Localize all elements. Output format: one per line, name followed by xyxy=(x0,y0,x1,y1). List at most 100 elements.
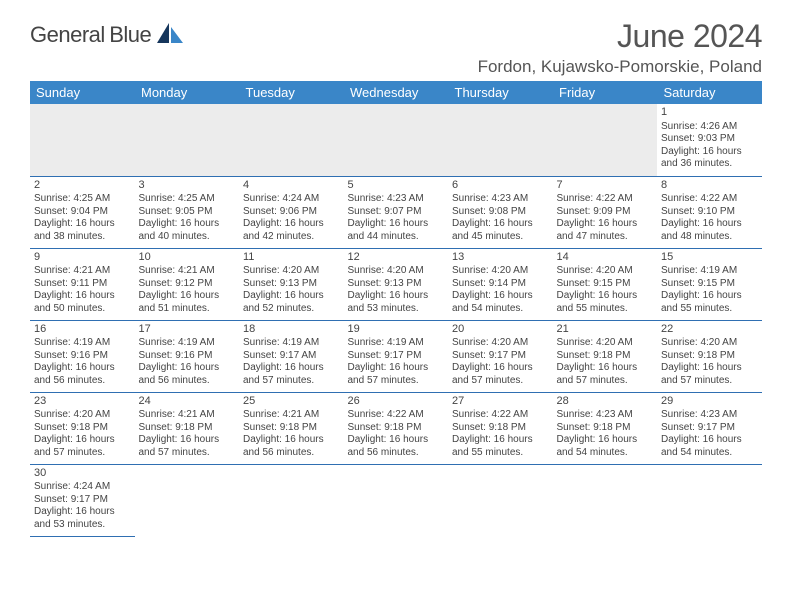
daylight-text: Daylight: 16 hours and 56 minutes. xyxy=(139,362,236,387)
day-number: 11 xyxy=(243,251,340,265)
sunset-text: Sunset: 9:13 PM xyxy=(243,278,340,291)
sunset-text: Sunset: 9:17 PM xyxy=(452,350,549,363)
daylight-text: Daylight: 16 hours and 42 minutes. xyxy=(243,218,340,243)
sunrise-text: Sunrise: 4:24 AM xyxy=(243,193,340,206)
calendar-cell: 11Sunrise: 4:20 AMSunset: 9:13 PMDayligh… xyxy=(239,248,344,320)
daylight-text: Daylight: 16 hours and 55 minutes. xyxy=(452,434,549,459)
day-number: 8 xyxy=(661,179,758,193)
daylight-text: Daylight: 16 hours and 57 minutes. xyxy=(661,362,758,387)
day-number: 4 xyxy=(243,179,340,193)
day-number: 14 xyxy=(557,251,654,265)
sunset-text: Sunset: 9:05 PM xyxy=(139,206,236,219)
sunrise-text: Sunrise: 4:20 AM xyxy=(452,265,549,278)
calendar-row: 16Sunrise: 4:19 AMSunset: 9:16 PMDayligh… xyxy=(30,320,762,392)
sunset-text: Sunset: 9:11 PM xyxy=(34,278,131,291)
calendar-cell xyxy=(239,464,344,536)
sunrise-text: Sunrise: 4:20 AM xyxy=(243,265,340,278)
sunrise-text: Sunrise: 4:22 AM xyxy=(557,193,654,206)
day-number: 16 xyxy=(34,323,131,337)
calendar-cell: 10Sunrise: 4:21 AMSunset: 9:12 PMDayligh… xyxy=(135,248,240,320)
sunset-text: Sunset: 9:17 PM xyxy=(348,350,445,363)
weekday-header: Wednesday xyxy=(344,81,449,104)
calendar-cell: 22Sunrise: 4:20 AMSunset: 9:18 PMDayligh… xyxy=(657,320,762,392)
calendar-cell: 9Sunrise: 4:21 AMSunset: 9:11 PMDaylight… xyxy=(30,248,135,320)
daylight-text: Daylight: 16 hours and 54 minutes. xyxy=(661,434,758,459)
day-number: 25 xyxy=(243,395,340,409)
sunrise-text: Sunrise: 4:23 AM xyxy=(348,193,445,206)
daylight-text: Daylight: 16 hours and 57 minutes. xyxy=(452,362,549,387)
calendar-cell xyxy=(344,464,449,536)
daylight-text: Daylight: 16 hours and 54 minutes. xyxy=(452,290,549,315)
sunset-text: Sunset: 9:06 PM xyxy=(243,206,340,219)
weekday-header: Tuesday xyxy=(239,81,344,104)
day-number: 5 xyxy=(348,179,445,193)
daylight-text: Daylight: 16 hours and 53 minutes. xyxy=(34,506,131,531)
calendar-cell xyxy=(135,104,240,176)
daylight-text: Daylight: 16 hours and 55 minutes. xyxy=(661,290,758,315)
sunrise-text: Sunrise: 4:21 AM xyxy=(139,265,236,278)
weekday-header: Monday xyxy=(135,81,240,104)
daylight-text: Daylight: 16 hours and 57 minutes. xyxy=(348,362,445,387)
calendar-row: 9Sunrise: 4:21 AMSunset: 9:11 PMDaylight… xyxy=(30,248,762,320)
sunset-text: Sunset: 9:18 PM xyxy=(34,422,131,435)
calendar-cell: 20Sunrise: 4:20 AMSunset: 9:17 PMDayligh… xyxy=(448,320,553,392)
sunset-text: Sunset: 9:08 PM xyxy=(452,206,549,219)
sunrise-text: Sunrise: 4:24 AM xyxy=(34,481,131,494)
sunset-text: Sunset: 9:18 PM xyxy=(348,422,445,435)
sunset-text: Sunset: 9:15 PM xyxy=(557,278,654,291)
daylight-text: Daylight: 16 hours and 50 minutes. xyxy=(34,290,131,315)
daylight-text: Daylight: 16 hours and 38 minutes. xyxy=(34,218,131,243)
sunrise-text: Sunrise: 4:20 AM xyxy=(661,337,758,350)
header: General Blue June 2024 Fordon, Kujawsko-… xyxy=(30,18,762,77)
calendar-cell: 17Sunrise: 4:19 AMSunset: 9:16 PMDayligh… xyxy=(135,320,240,392)
weekday-header: Thursday xyxy=(448,81,553,104)
calendar-cell: 25Sunrise: 4:21 AMSunset: 9:18 PMDayligh… xyxy=(239,392,344,464)
daylight-text: Daylight: 16 hours and 55 minutes. xyxy=(557,290,654,315)
sunset-text: Sunset: 9:17 PM xyxy=(34,494,131,507)
title-block: June 2024 Fordon, Kujawsko-Pomorskie, Po… xyxy=(478,18,762,77)
sunset-text: Sunset: 9:18 PM xyxy=(661,350,758,363)
sunset-text: Sunset: 9:04 PM xyxy=(34,206,131,219)
sunrise-text: Sunrise: 4:23 AM xyxy=(661,409,758,422)
calendar-cell: 18Sunrise: 4:19 AMSunset: 9:17 AMDayligh… xyxy=(239,320,344,392)
calendar-cell: 3Sunrise: 4:25 AMSunset: 9:05 PMDaylight… xyxy=(135,176,240,248)
sunset-text: Sunset: 9:18 PM xyxy=(139,422,236,435)
sunset-text: Sunset: 9:16 PM xyxy=(139,350,236,363)
calendar-row: 30Sunrise: 4:24 AMSunset: 9:17 PMDayligh… xyxy=(30,464,762,536)
daylight-text: Daylight: 16 hours and 36 minutes. xyxy=(661,146,758,171)
sunrise-text: Sunrise: 4:20 AM xyxy=(557,265,654,278)
sunset-text: Sunset: 9:18 PM xyxy=(243,422,340,435)
daylight-text: Daylight: 16 hours and 57 minutes. xyxy=(34,434,131,459)
sunset-text: Sunset: 9:18 PM xyxy=(557,422,654,435)
sunrise-text: Sunrise: 4:21 AM xyxy=(243,409,340,422)
day-number: 28 xyxy=(557,395,654,409)
sunset-text: Sunset: 9:13 PM xyxy=(348,278,445,291)
calendar-cell xyxy=(135,464,240,536)
day-number: 22 xyxy=(661,323,758,337)
weekday-header: Friday xyxy=(553,81,658,104)
calendar-cell: 13Sunrise: 4:20 AMSunset: 9:14 PMDayligh… xyxy=(448,248,553,320)
calendar-cell xyxy=(448,104,553,176)
logo: General Blue xyxy=(30,24,185,47)
daylight-text: Daylight: 16 hours and 44 minutes. xyxy=(348,218,445,243)
calendar-row: 2Sunrise: 4:25 AMSunset: 9:04 PMDaylight… xyxy=(30,176,762,248)
sunrise-text: Sunrise: 4:20 AM xyxy=(557,337,654,350)
sunset-text: Sunset: 9:07 PM xyxy=(348,206,445,219)
month-title: June 2024 xyxy=(478,18,762,55)
location: Fordon, Kujawsko-Pomorskie, Poland xyxy=(478,57,762,77)
day-number: 26 xyxy=(348,395,445,409)
calendar-cell: 23Sunrise: 4:20 AMSunset: 9:18 PMDayligh… xyxy=(30,392,135,464)
daylight-text: Daylight: 16 hours and 48 minutes. xyxy=(661,218,758,243)
weekday-header: Sunday xyxy=(30,81,135,104)
day-number: 10 xyxy=(139,251,236,265)
daylight-text: Daylight: 16 hours and 54 minutes. xyxy=(557,434,654,459)
daylight-text: Daylight: 16 hours and 57 minutes. xyxy=(243,362,340,387)
calendar-body: 1Sunrise: 4:26 AMSunset: 9:03 PMDaylight… xyxy=(30,104,762,536)
calendar-cell: 6Sunrise: 4:23 AMSunset: 9:08 PMDaylight… xyxy=(448,176,553,248)
day-number: 19 xyxy=(348,323,445,337)
daylight-text: Daylight: 16 hours and 57 minutes. xyxy=(139,434,236,459)
sunrise-text: Sunrise: 4:22 AM xyxy=(452,409,549,422)
calendar-cell: 14Sunrise: 4:20 AMSunset: 9:15 PMDayligh… xyxy=(553,248,658,320)
day-number: 17 xyxy=(139,323,236,337)
day-number: 13 xyxy=(452,251,549,265)
